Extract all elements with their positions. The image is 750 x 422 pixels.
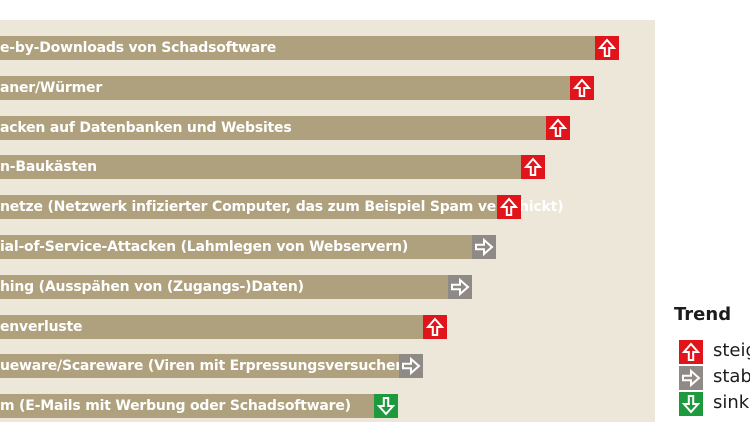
bar-label: aner/Würmer	[0, 80, 103, 96]
bar-label: acken auf Datenbanken und Websites	[0, 120, 292, 136]
trend-up-icon	[496, 195, 521, 219]
trend-stable-icon	[472, 235, 496, 259]
legend-label: sink	[713, 392, 750, 413]
bar-label: ial-of-Service-Attacken (Lahmlegen von W…	[0, 239, 409, 255]
bar-label: hing (Ausspähen von (Zugangs-)Daten)	[0, 279, 304, 295]
bar-label: ueware/Scareware (Viren mit Erpressungsv…	[0, 358, 412, 374]
trend-stable-icon	[447, 275, 472, 299]
legend-title: Trend	[674, 304, 732, 325]
bar: e-by-Downloads von Schadsoftware	[0, 36, 595, 60]
trend-up-icon	[594, 36, 619, 60]
bar: netze (Netzwerk infizierter Computer, da…	[0, 195, 563, 219]
bar-label: m (E-Mails mit Werbung oder Schadsoftwar…	[0, 398, 351, 414]
trend-stable-icon	[398, 354, 423, 378]
trend-up-icon	[570, 76, 594, 100]
bar: acken auf Datenbanken und Websites	[0, 116, 546, 140]
trend-legend: Trend steig stab sink	[673, 300, 750, 422]
bar-label: netze (Netzwerk infizierter Computer, da…	[0, 199, 564, 215]
bar-label: n-Baukästen	[0, 159, 97, 175]
bar-label: e-by-Downloads von Schadsoftware	[0, 40, 277, 56]
bar: ial-of-Service-Attacken (Lahmlegen von W…	[0, 235, 472, 259]
trend-up-icon	[423, 315, 447, 339]
bar: enverluste	[0, 315, 423, 339]
legend-stable-icon	[679, 366, 703, 390]
bar: m (E-Mails mit Werbung oder Schadsoftwar…	[0, 394, 374, 418]
trend-down-icon	[374, 394, 398, 418]
bar: aner/Würmer	[0, 76, 570, 100]
legend-label: stab	[713, 366, 750, 387]
legend-down-icon	[679, 392, 703, 416]
bar-label: enverluste	[0, 319, 83, 335]
trend-up-icon	[545, 116, 570, 140]
bar: hing (Ausspähen von (Zugangs-)Daten)	[0, 275, 448, 299]
bar: ueware/Scareware (Viren mit Erpressungsv…	[0, 354, 411, 378]
bar: n-Baukästen	[0, 155, 521, 179]
legend-label: steig	[713, 340, 750, 361]
legend-up-icon	[679, 340, 703, 364]
trend-up-icon	[521, 155, 545, 179]
